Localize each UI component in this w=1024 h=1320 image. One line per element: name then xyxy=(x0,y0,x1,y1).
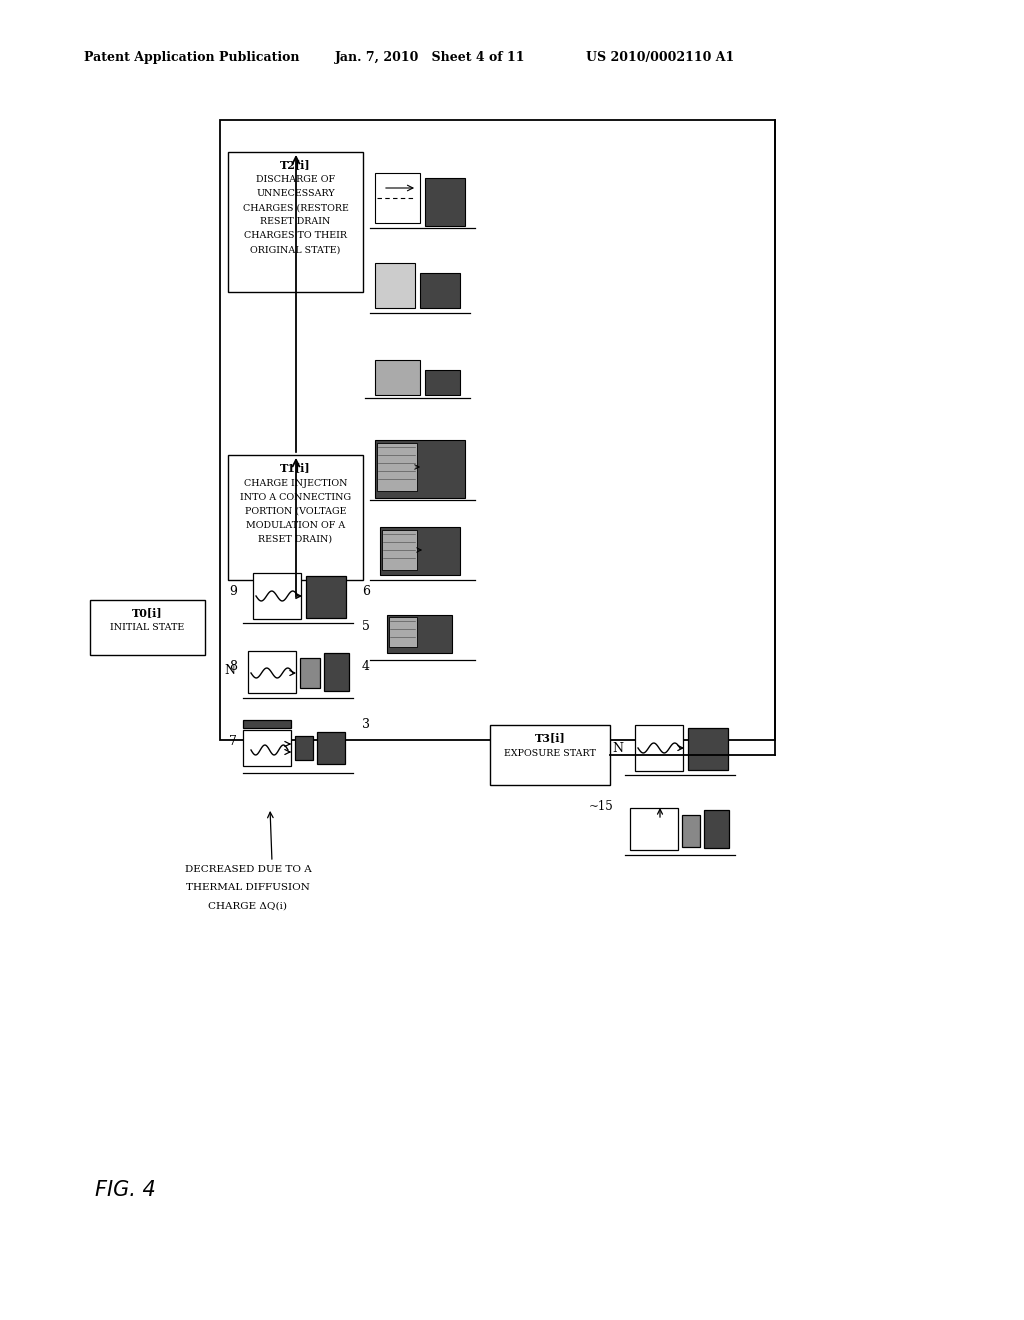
Bar xyxy=(705,810,729,847)
Text: N: N xyxy=(224,664,236,677)
Text: CHARGE INJECTION: CHARGE INJECTION xyxy=(244,479,347,487)
Text: DISCHARGE OF: DISCHARGE OF xyxy=(256,176,335,185)
Text: T3[i]: T3[i] xyxy=(535,733,565,743)
Text: T1[i]: T1[i] xyxy=(281,462,311,474)
Bar xyxy=(253,573,301,619)
Text: RESET DRAIN: RESET DRAIN xyxy=(260,218,331,227)
Text: EXPOSURE START: EXPOSURE START xyxy=(504,748,596,758)
Bar xyxy=(375,360,420,395)
Bar xyxy=(389,616,417,647)
Text: 3: 3 xyxy=(362,718,370,731)
Text: INTO A CONNECTING: INTO A CONNECTING xyxy=(240,492,351,502)
Text: T0[i]: T0[i] xyxy=(132,607,163,619)
Text: 4: 4 xyxy=(362,660,370,673)
Bar xyxy=(90,601,205,655)
Text: THERMAL DIFFUSION: THERMAL DIFFUSION xyxy=(186,883,310,892)
Text: CHARGE ΔQ(i): CHARGE ΔQ(i) xyxy=(209,902,288,911)
Bar xyxy=(420,273,460,308)
Bar xyxy=(300,657,319,688)
Text: Jan. 7, 2010   Sheet 4 of 11: Jan. 7, 2010 Sheet 4 of 11 xyxy=(335,50,525,63)
Bar xyxy=(228,455,362,579)
Text: 8: 8 xyxy=(229,660,237,673)
Text: 9: 9 xyxy=(229,585,237,598)
Bar xyxy=(682,814,700,847)
Text: FIG. 4: FIG. 4 xyxy=(95,1180,156,1200)
Text: 5: 5 xyxy=(362,620,370,634)
Text: T2[i]: T2[i] xyxy=(281,160,311,170)
Bar xyxy=(228,152,362,292)
Text: 6: 6 xyxy=(362,585,370,598)
Text: UNNECESSARY: UNNECESSARY xyxy=(256,190,335,198)
Text: N: N xyxy=(612,742,624,755)
Bar xyxy=(377,444,417,491)
Text: 7: 7 xyxy=(229,735,237,748)
Bar xyxy=(243,730,291,766)
Bar xyxy=(425,178,465,226)
Bar xyxy=(380,527,460,576)
Text: INITIAL STATE: INITIAL STATE xyxy=(111,623,184,632)
Bar xyxy=(243,719,291,729)
Bar xyxy=(688,729,728,770)
Text: CHARGES (RESTORE: CHARGES (RESTORE xyxy=(243,203,348,213)
Bar xyxy=(248,651,296,693)
Bar xyxy=(375,440,465,498)
Text: MODULATION OF A: MODULATION OF A xyxy=(246,520,345,529)
Bar xyxy=(220,120,775,741)
Text: ORIGINAL STATE): ORIGINAL STATE) xyxy=(250,246,341,255)
Bar xyxy=(317,733,345,764)
Bar xyxy=(306,576,346,618)
Bar xyxy=(387,615,452,653)
Bar xyxy=(382,531,417,570)
Text: US 2010/0002110 A1: US 2010/0002110 A1 xyxy=(586,50,734,63)
Bar xyxy=(630,808,678,850)
Bar xyxy=(324,653,349,690)
Bar xyxy=(490,725,610,785)
Bar xyxy=(375,263,415,308)
Bar xyxy=(295,737,313,760)
Text: ~15: ~15 xyxy=(588,800,613,813)
Text: RESET DRAIN): RESET DRAIN) xyxy=(258,535,333,544)
Text: CHARGES TO THEIR: CHARGES TO THEIR xyxy=(244,231,347,240)
Text: DECREASED DUE TO A: DECREASED DUE TO A xyxy=(184,866,311,874)
Bar xyxy=(375,173,420,223)
Bar xyxy=(425,370,460,395)
Text: PORTION (VOLTAGE: PORTION (VOLTAGE xyxy=(245,507,346,516)
Text: Patent Application Publication: Patent Application Publication xyxy=(84,50,300,63)
Bar xyxy=(635,725,683,771)
